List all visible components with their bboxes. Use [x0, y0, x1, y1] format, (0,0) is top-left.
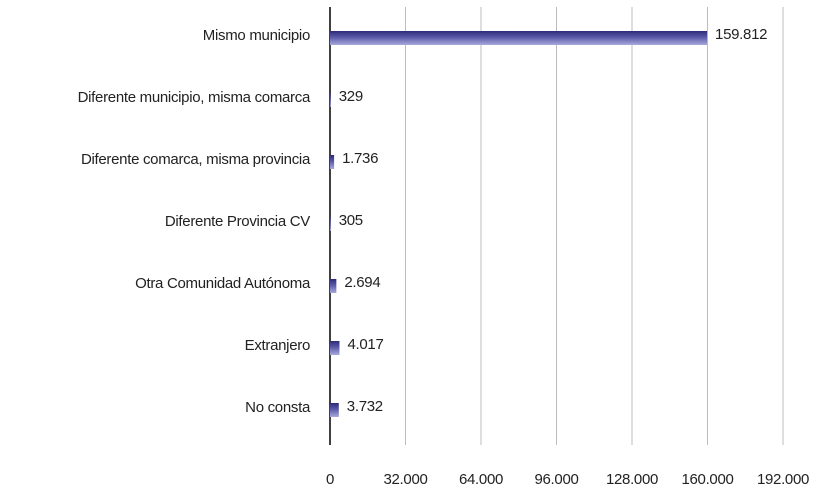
bar	[330, 341, 340, 355]
x-tick-label: 192.000	[757, 471, 809, 488]
bar	[330, 93, 331, 107]
value-label: 4.017	[347, 336, 383, 353]
x-tick-label: 0	[326, 471, 334, 488]
y-tick-label: Diferente municipio, misma comarca	[78, 89, 311, 106]
value-label: 329	[339, 88, 363, 105]
y-tick-label: Extranjero	[245, 337, 310, 354]
y-tick-label: No consta	[245, 399, 311, 416]
value-label: 3.732	[347, 398, 383, 415]
bar	[330, 403, 339, 417]
x-tick-label: 160.000	[681, 471, 733, 488]
y-tick-label: Diferente Provincia CV	[165, 213, 310, 230]
x-tick-label: 64.000	[459, 471, 503, 488]
x-tick-label: 128.000	[606, 471, 658, 488]
bar	[330, 217, 331, 231]
value-label: 159.812	[715, 26, 767, 43]
value-label: 2.694	[344, 274, 380, 291]
bar	[330, 31, 708, 45]
value-label: 305	[339, 212, 363, 229]
bar	[330, 155, 335, 169]
bar	[330, 279, 337, 293]
x-tick-label: 96.000	[534, 471, 578, 488]
y-tick-label: Mismo municipio	[203, 27, 310, 44]
y-tick-label: Otra Comunidad Autónoma	[135, 275, 311, 292]
value-label: 1.736	[342, 150, 378, 167]
y-tick-label: Diferente comarca, misma provincia	[81, 151, 311, 168]
x-tick-label: 32.000	[383, 471, 427, 488]
